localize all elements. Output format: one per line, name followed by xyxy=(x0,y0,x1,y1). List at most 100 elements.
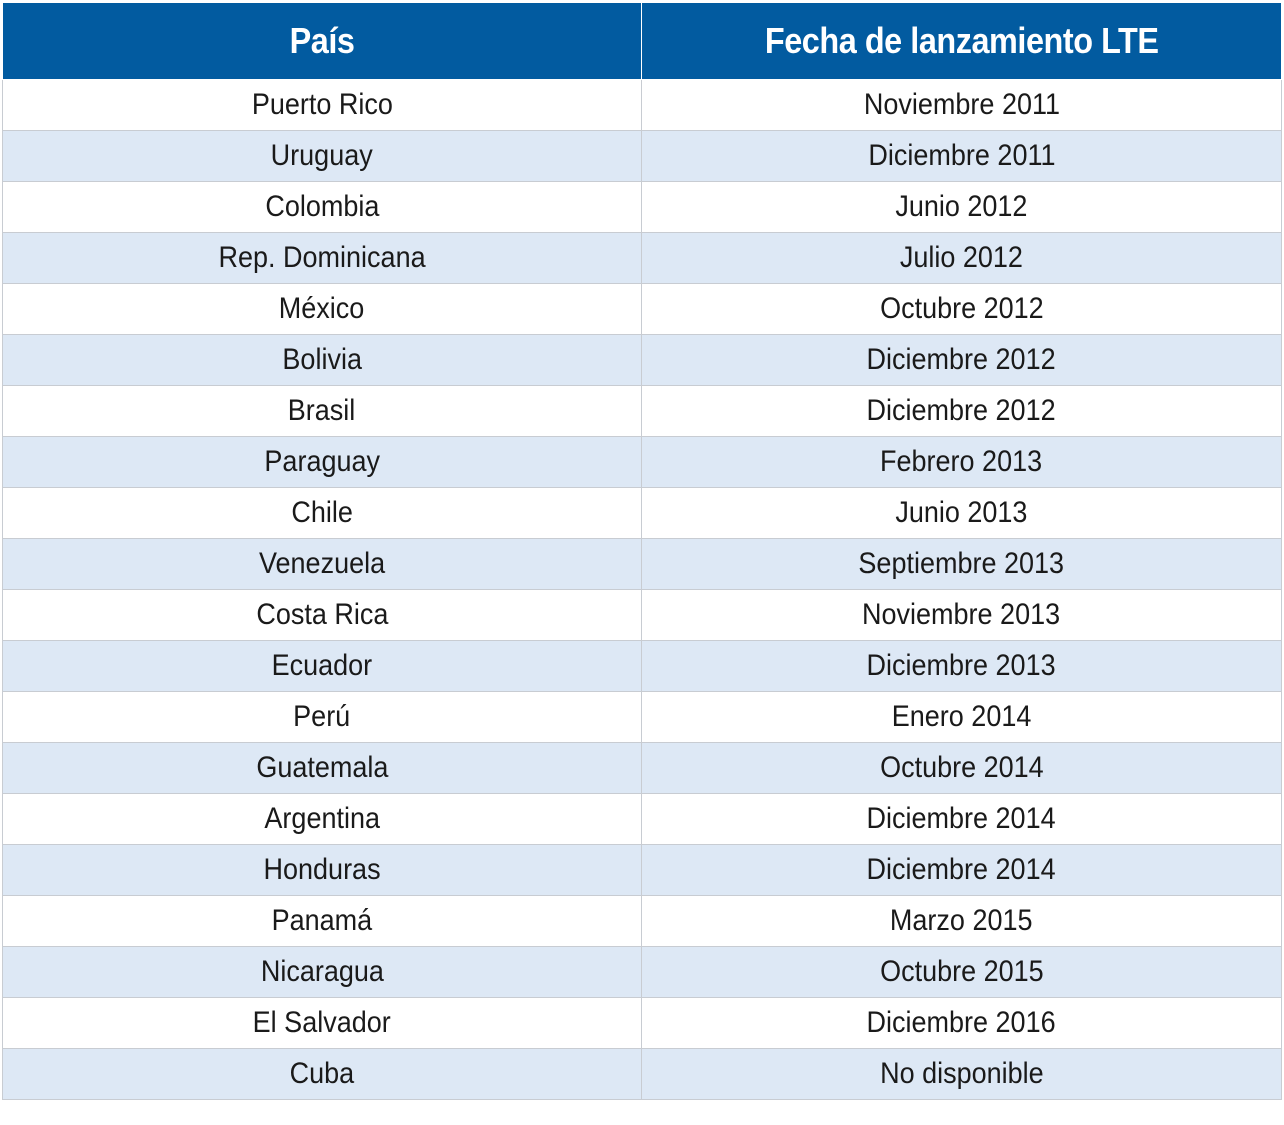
table-row: Argentina Diciembre 2014 xyxy=(2,793,1282,845)
country-cell: El Salvador xyxy=(2,997,642,1049)
country-cell-text: Costa Rica xyxy=(255,598,389,631)
launch-date-cell: No disponible xyxy=(641,1048,1282,1100)
launch-date-cell: Diciembre 2011 xyxy=(641,130,1282,182)
country-cell-text: Rep. Dominicana xyxy=(218,241,426,274)
launch-date-cell-text: Octubre 2014 xyxy=(879,751,1044,784)
country-cell: Perú xyxy=(2,691,642,743)
table-row: Rep. Dominicana Julio 2012 xyxy=(2,232,1282,284)
country-cell: Chile xyxy=(2,487,642,539)
country-cell-text: Argentina xyxy=(264,802,380,835)
lte-launch-table: País Fecha de lanzamiento LTE Puerto Ric… xyxy=(2,2,1282,1100)
country-cell: Guatemala xyxy=(2,742,642,794)
launch-date-cell-text: Diciembre 2014 xyxy=(866,802,1057,835)
country-cell-text: Brasil xyxy=(288,394,356,427)
table-row: Costa Rica Noviembre 2013 xyxy=(2,589,1282,641)
column-header-country-label: País xyxy=(289,20,355,61)
country-cell-text: Bolivia xyxy=(282,343,362,376)
table-row: Uruguay Diciembre 2011 xyxy=(2,130,1282,182)
launch-date-cell-text: Diciembre 2016 xyxy=(866,1006,1057,1039)
launch-date-cell: Diciembre 2012 xyxy=(641,334,1282,386)
table-row: Cuba No disponible xyxy=(2,1048,1282,1100)
launch-date-cell-text: Diciembre 2014 xyxy=(866,853,1057,886)
country-cell-text: Nicaragua xyxy=(260,955,384,988)
launch-date-cell: Noviembre 2013 xyxy=(641,589,1282,641)
launch-date-cell: Diciembre 2014 xyxy=(641,844,1282,896)
table-row: Bolivia Diciembre 2012 xyxy=(2,334,1282,386)
country-cell-text: Ecuador xyxy=(271,649,373,682)
country-cell-text: Venezuela xyxy=(258,547,386,580)
launch-date-cell-text: Diciembre 2011 xyxy=(867,139,1056,172)
country-cell-text: Panamá xyxy=(271,904,373,937)
launch-date-cell: Noviembre 2011 xyxy=(641,79,1282,131)
column-header-launch-date: Fecha de lanzamiento LTE xyxy=(641,2,1282,80)
table-row: Honduras Diciembre 2014 xyxy=(2,844,1282,896)
country-cell-text: Guatemala xyxy=(255,751,389,784)
launch-date-cell-text: Septiembre 2013 xyxy=(858,547,1065,580)
country-cell-text: Perú xyxy=(293,700,351,733)
country-cell-text: México xyxy=(279,292,365,325)
column-header-country: País xyxy=(2,2,642,80)
country-cell: Honduras xyxy=(2,844,642,896)
launch-date-cell: Diciembre 2013 xyxy=(641,640,1282,692)
country-cell: México xyxy=(2,283,642,335)
table-row: Brasil Diciembre 2012 xyxy=(2,385,1282,437)
launch-date-cell-text: Noviembre 2013 xyxy=(862,598,1061,631)
launch-date-cell: Febrero 2013 xyxy=(641,436,1282,488)
launch-date-cell: Junio 2012 xyxy=(641,181,1282,233)
country-cell: Costa Rica xyxy=(2,589,642,641)
launch-date-cell: Diciembre 2016 xyxy=(641,997,1282,1049)
country-cell: Brasil xyxy=(2,385,642,437)
table-row: Panamá Marzo 2015 xyxy=(2,895,1282,947)
launch-date-cell-text: Octubre 2012 xyxy=(879,292,1044,325)
table-header: País Fecha de lanzamiento LTE xyxy=(2,2,1282,80)
column-header-launch-date-label: Fecha de lanzamiento LTE xyxy=(764,20,1159,61)
launch-date-cell-text: Junio 2012 xyxy=(895,190,1028,223)
country-cell-text: Uruguay xyxy=(270,139,374,172)
launch-date-cell: Diciembre 2014 xyxy=(641,793,1282,845)
launch-date-cell-text: Octubre 2015 xyxy=(879,955,1044,988)
country-cell-text: Honduras xyxy=(263,853,381,886)
country-cell-text: Puerto Rico xyxy=(251,88,393,121)
table-row: México Octubre 2012 xyxy=(2,283,1282,335)
header-row: País Fecha de lanzamiento LTE xyxy=(2,2,1282,80)
table-row: Colombia Junio 2012 xyxy=(2,181,1282,233)
table-row: Chile Junio 2013 xyxy=(2,487,1282,539)
launch-date-cell-text: Diciembre 2012 xyxy=(866,394,1057,427)
country-cell: Uruguay xyxy=(2,130,642,182)
table-row: Perú Enero 2014 xyxy=(2,691,1282,743)
launch-date-cell: Diciembre 2012 xyxy=(641,385,1282,437)
launch-date-cell-text: Diciembre 2013 xyxy=(866,649,1057,682)
country-cell-text: Chile xyxy=(291,496,353,529)
table-row: Ecuador Diciembre 2013 xyxy=(2,640,1282,692)
country-cell: Puerto Rico xyxy=(2,79,642,131)
country-cell-text: Paraguay xyxy=(264,445,380,478)
country-cell: Rep. Dominicana xyxy=(2,232,642,284)
launch-date-cell: Marzo 2015 xyxy=(641,895,1282,947)
table-row: Guatemala Octubre 2014 xyxy=(2,742,1282,794)
country-cell: Panamá xyxy=(2,895,642,947)
launch-date-cell-text: Marzo 2015 xyxy=(890,904,1033,937)
table-row: Venezuela Septiembre 2013 xyxy=(2,538,1282,590)
country-cell: Colombia xyxy=(2,181,642,233)
launch-date-cell-text: Noviembre 2011 xyxy=(863,88,1060,121)
launch-date-cell-text: Diciembre 2012 xyxy=(866,343,1057,376)
launch-date-cell: Junio 2013 xyxy=(641,487,1282,539)
launch-date-cell: Julio 2012 xyxy=(641,232,1282,284)
table-body: Puerto Rico Noviembre 2011 Uruguay Diciembr… xyxy=(2,79,1282,1100)
country-cell-text: El Salvador xyxy=(252,1006,392,1039)
launch-date-cell: Octubre 2014 xyxy=(641,742,1282,794)
launch-date-cell: Septiembre 2013 xyxy=(641,538,1282,590)
launch-date-cell: Octubre 2012 xyxy=(641,283,1282,335)
country-cell-text: Cuba xyxy=(289,1057,355,1090)
table-row: El Salvador Diciembre 2016 xyxy=(2,997,1282,1049)
launch-date-cell: Octubre 2015 xyxy=(641,946,1282,998)
table-row: Nicaragua Octubre 2015 xyxy=(2,946,1282,998)
country-cell: Cuba xyxy=(2,1048,642,1100)
launch-date-cell-text: Junio 2013 xyxy=(895,496,1028,529)
country-cell-text: Colombia xyxy=(264,190,380,223)
launch-date-cell-text: Julio 2012 xyxy=(899,241,1024,274)
country-cell: Paraguay xyxy=(2,436,642,488)
launch-date-cell-text: No disponible xyxy=(879,1057,1044,1090)
launch-date-cell-text: Enero 2014 xyxy=(891,700,1032,733)
country-cell: Bolivia xyxy=(2,334,642,386)
